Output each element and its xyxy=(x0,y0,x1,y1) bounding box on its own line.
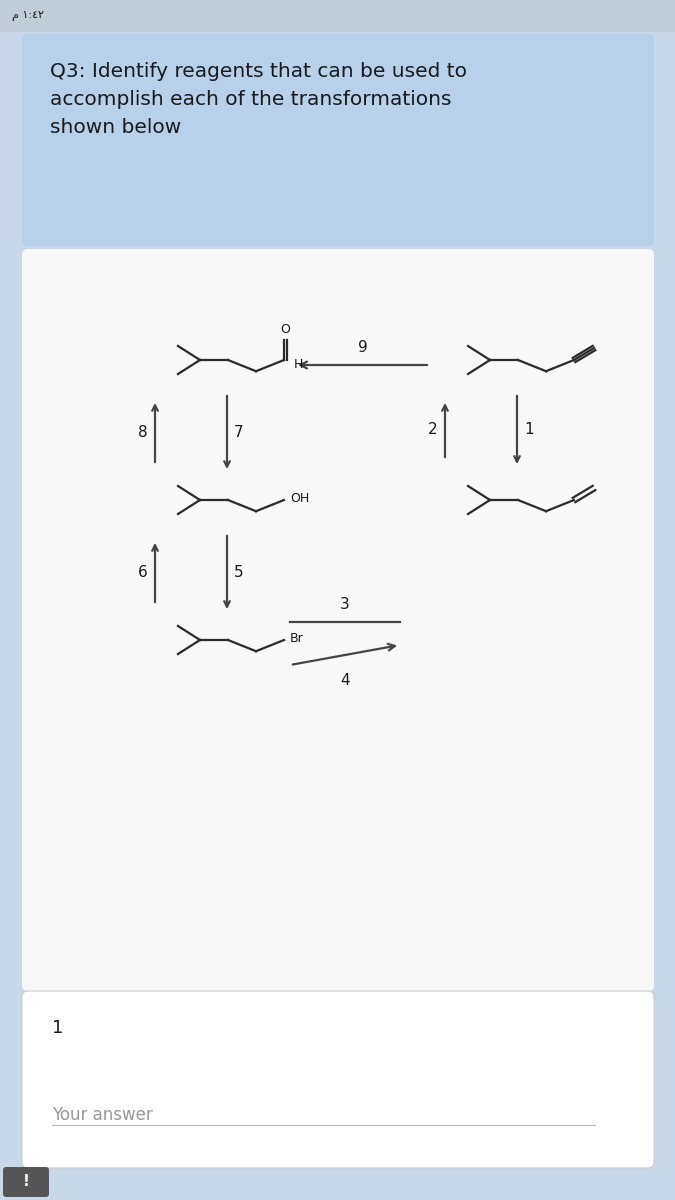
Text: Your answer: Your answer xyxy=(52,1106,153,1124)
Text: OH: OH xyxy=(290,492,309,505)
Text: 7: 7 xyxy=(234,425,244,440)
Text: !: ! xyxy=(22,1175,30,1189)
FancyBboxPatch shape xyxy=(22,991,654,1168)
FancyBboxPatch shape xyxy=(22,34,654,246)
FancyBboxPatch shape xyxy=(3,1166,49,1198)
Text: 4: 4 xyxy=(340,673,350,688)
FancyBboxPatch shape xyxy=(0,0,675,32)
Text: 2: 2 xyxy=(428,422,438,438)
Text: Q3: Identify reagents that can be used to
accomplish each of the transformations: Q3: Identify reagents that can be used t… xyxy=(50,62,467,137)
Text: H: H xyxy=(294,358,303,371)
Text: 3: 3 xyxy=(340,596,350,612)
Text: O: O xyxy=(280,323,290,336)
Text: 1: 1 xyxy=(524,422,534,438)
Text: Br: Br xyxy=(290,632,304,646)
Text: ﻡ ١:٤٢: ﻡ ١:٤٢ xyxy=(12,11,44,20)
Text: 9: 9 xyxy=(358,340,367,355)
Text: 6: 6 xyxy=(138,565,148,580)
FancyBboxPatch shape xyxy=(22,248,654,991)
Text: 1: 1 xyxy=(52,1019,63,1037)
Text: 5: 5 xyxy=(234,565,244,580)
Text: 8: 8 xyxy=(138,425,148,440)
